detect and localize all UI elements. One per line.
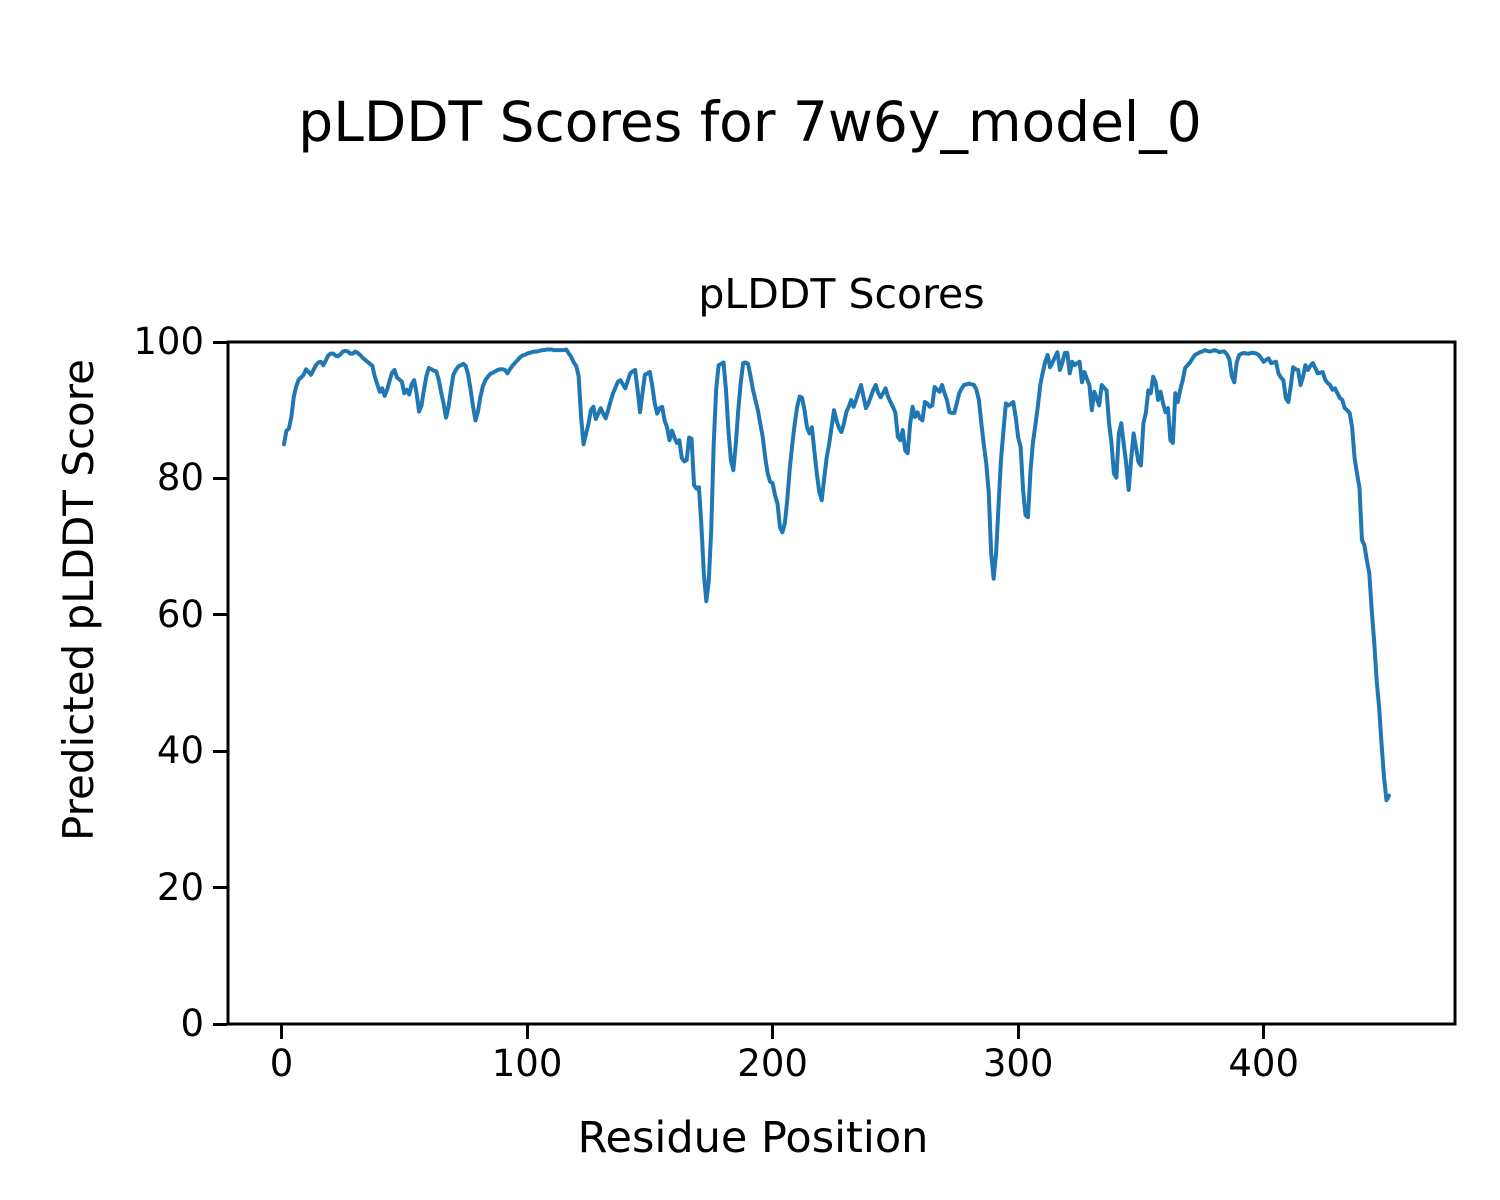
x-tick-label: 400 <box>1228 1042 1300 1085</box>
x-tick-label: 200 <box>737 1042 808 1085</box>
x-tick-mark <box>1016 1025 1020 1039</box>
y-tick-mark <box>213 476 227 480</box>
figure-suptitle: pLDDT Scores for 7w6y_model_0 <box>298 90 1202 154</box>
x-tick-mark <box>280 1025 284 1039</box>
y-tick-mark <box>213 886 227 890</box>
x-tick-label: 0 <box>269 1042 294 1085</box>
plddt-line <box>281 347 1391 803</box>
y-tick-mark <box>213 749 227 753</box>
y-tick-label: 40 <box>156 729 204 773</box>
plot-area <box>226 340 1457 1026</box>
axes-title: pLDDT Scores <box>698 270 985 318</box>
x-tick-label: 300 <box>982 1042 1054 1085</box>
y-tick-label: 100 <box>133 320 204 363</box>
x-tick-mark <box>525 1025 529 1039</box>
axes-spines <box>226 340 1457 1026</box>
x-tick-label: 100 <box>491 1042 563 1085</box>
y-tick-mark <box>213 1022 227 1026</box>
y-tick-label: 60 <box>156 592 204 636</box>
y-tick-mark <box>213 613 227 617</box>
plddt-line-chart <box>226 340 1457 1026</box>
y-tick-label: 20 <box>156 865 204 909</box>
y-tick-label: 80 <box>156 456 204 500</box>
x-axis-label: Residue Position <box>577 1113 929 1163</box>
y-tick-label: 0 <box>180 1002 204 1045</box>
x-tick-mark <box>1262 1025 1266 1039</box>
x-tick-mark <box>771 1025 775 1039</box>
y-tick-mark <box>213 340 227 344</box>
